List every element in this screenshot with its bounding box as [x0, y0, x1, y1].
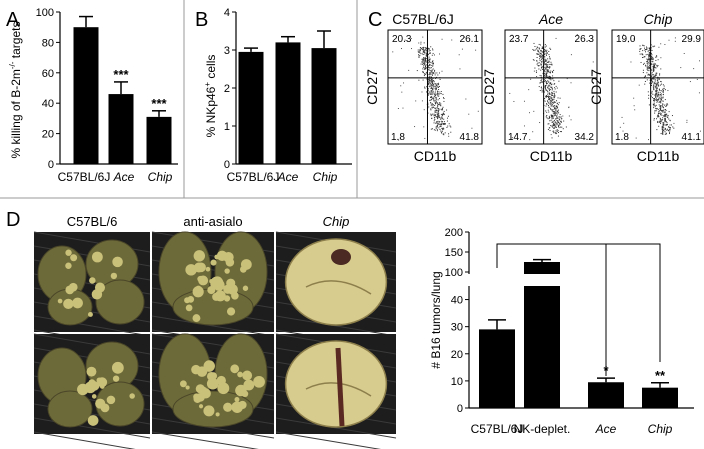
photo-column-label: anti-asialo: [183, 214, 242, 229]
chart-a-bar: [146, 116, 172, 164]
chart-a-y-label-tail: targets: [9, 22, 23, 62]
chart-b-bar: [238, 51, 264, 164]
flow-plot-frame: [611, 29, 704, 145]
chart-a: % killing of B-2m-/- targets 0 20 40 60 80 10…: [8, 7, 178, 184]
flow-quadrant-lr: 34.2: [575, 132, 595, 143]
chart-d-ytick-label: 200: [445, 227, 463, 239]
chart-d-bar-lower: [524, 286, 560, 408]
chart-b-bar: [275, 42, 301, 164]
chart-d-category-label: C57BL/6J: [471, 422, 524, 436]
flow-plot-x-label: CD11b: [530, 148, 573, 164]
panel-label-b: B: [195, 9, 208, 31]
chart-a-y-label-text: % killing of B-2m: [9, 69, 23, 158]
chart-a-significance: ***: [151, 96, 167, 111]
flow-plot-title: Chip: [644, 11, 673, 27]
chart-d-ytick-label: 30: [451, 322, 463, 334]
flow-plot-y-label: CD27: [364, 69, 380, 105]
chart-a-y-label-sup: -/-: [8, 61, 17, 69]
chart-d: # B16 tumors/lung 0 10 20 30 40 100 150 200 C57B…: [429, 227, 694, 436]
flow-quadrant-ll: 1.8: [615, 132, 629, 143]
flow-quadrant-lr: 41.8: [460, 132, 480, 143]
flow-quadrant-ur: 26.3: [575, 34, 595, 45]
chart-a-category-label: Ace: [113, 170, 135, 184]
chart-d-category-label: Ace: [595, 422, 617, 436]
chart-d-y-label: # B16 tumors/lung: [429, 271, 443, 368]
chart-d-ytick-label: 10: [451, 376, 463, 388]
photo-column-label: C57BL/6: [67, 214, 118, 229]
flow-plot-x-label: CD11b: [414, 148, 457, 164]
chart-b-ytick-label: 2: [224, 83, 230, 95]
lung-photos: C57BL/6 anti-asialo Chip: [33, 214, 397, 449]
photo-column-label: Chip: [323, 214, 350, 229]
chart-d-category-label: NK-deplet.: [514, 422, 571, 436]
chart-b-category-label: Ace: [277, 170, 299, 184]
chart-a-ytick-label: 100: [36, 7, 54, 19]
flow-plot-frame: [387, 29, 483, 145]
chart-d-ytick-label: 100: [445, 267, 463, 279]
chart-d-significance: **: [655, 368, 666, 383]
chart-b-y-label: % NKp46+ cells: [203, 55, 218, 138]
lung-photo: [33, 333, 151, 449]
chart-d-bar-upper: [524, 262, 560, 274]
panel-label-a: A: [6, 9, 20, 31]
flow-plot-events: [509, 34, 594, 141]
flow-plot-events: [619, 34, 701, 141]
flow-plots: C57BL/6J 20.3 26.1 41.8 1.8 CD11b CD27 Ace 23.7 2…: [364, 11, 704, 164]
chart-a-ytick-label: 80: [42, 37, 54, 49]
chart-b-ytick-label: 0: [224, 159, 230, 171]
flow-quadrant-ul: 19.0: [616, 34, 636, 45]
chart-d-ytick-label: 20: [451, 349, 463, 361]
chart-a-ytick-label: 40: [42, 98, 54, 110]
chart-b-ytick-label: 1: [224, 121, 230, 133]
lung-photo: [275, 231, 397, 351]
lung-photo: [151, 231, 275, 351]
flow-quadrant-ul: 20.3: [392, 34, 412, 45]
chart-a-bar: [108, 94, 134, 164]
chart-a-category-label: Chip: [148, 170, 173, 184]
flow-quadrant-lr: 41.1: [682, 132, 702, 143]
chart-a-y-label: % killing of B-2m-/- targets: [8, 22, 23, 159]
flow-plot-y-label: CD27: [481, 69, 497, 105]
chart-d-ytick-label: 150: [445, 247, 463, 259]
panel-label-c: C: [368, 9, 382, 31]
flow-plot-events: [392, 34, 479, 141]
chart-d-category-label: Chip: [648, 422, 673, 436]
chart-d-bar: [642, 387, 678, 408]
flow-quadrant-ur: 26.1: [460, 34, 480, 45]
chart-a-ytick-label: 0: [48, 159, 54, 171]
chart-b-category-label: Chip: [313, 170, 338, 184]
flow-plot-x-label: CD11b: [637, 148, 680, 164]
chart-a-bar: [73, 27, 99, 165]
flow-quadrant-ll: 14.7: [508, 132, 528, 143]
chart-d-comparison-brackets: [496, 243, 661, 376]
chart-b-bar: [311, 48, 337, 164]
flow-quadrant-ul: 23.7: [509, 34, 529, 45]
chart-a-ytick-label: 60: [42, 68, 54, 80]
flow-plot-title: C57BL/6J: [392, 11, 453, 27]
chart-a-category-label: C57BL/6J: [58, 170, 111, 184]
chart-d-bar: [479, 329, 515, 408]
chart-d-bar: [588, 382, 624, 408]
lung-photo: [151, 333, 275, 449]
chart-d-ytick-label: 40: [451, 295, 463, 307]
lung-photo: [33, 231, 151, 351]
chart-a-ytick-label: 20: [42, 129, 54, 141]
chart-b-category-label: C57BL/6J: [227, 170, 280, 184]
panel-label-d: D: [6, 209, 20, 231]
flow-plot-title: Ace: [538, 11, 563, 27]
chart-b-ytick-label: 3: [224, 45, 230, 57]
chart-b-y-label-tail: cells: [204, 55, 218, 82]
flow-quadrant-ll: 1.8: [391, 132, 405, 143]
chart-d-ytick-label: 0: [457, 403, 463, 415]
chart-b-y-label-sup: +: [203, 82, 212, 87]
chart-b-y-label-text: % NKp46: [204, 86, 218, 137]
lung-photo: [275, 333, 397, 449]
flow-plot-y-label: CD27: [588, 69, 604, 105]
chart-b-ytick-label: 4: [224, 7, 230, 19]
flow-quadrant-ur: 29.9: [682, 34, 702, 45]
chart-a-significance: ***: [113, 67, 129, 82]
